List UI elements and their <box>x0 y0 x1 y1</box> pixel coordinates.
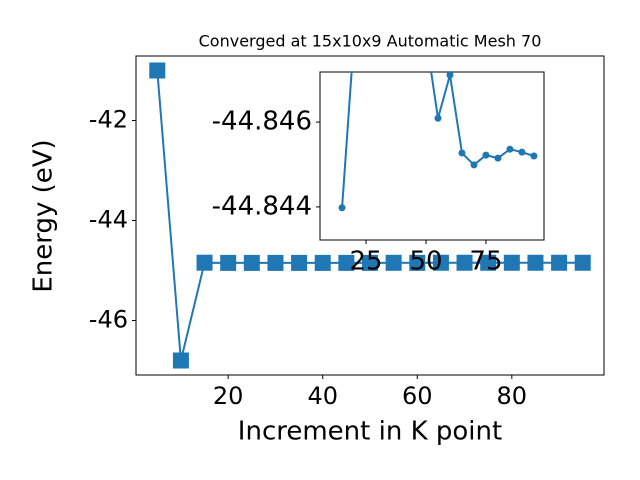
y-tick-label: -44.846 <box>212 107 312 137</box>
x-tick-label: 80 <box>497 382 528 410</box>
data-point <box>530 152 538 160</box>
data-point <box>432 254 449 271</box>
data-point <box>149 62 166 79</box>
x-tick-label: 40 <box>307 382 338 410</box>
data-point <box>456 254 473 271</box>
data-point <box>480 254 497 271</box>
data-point <box>574 254 591 271</box>
data-point <box>409 254 426 271</box>
data-point <box>338 254 355 271</box>
x-tick-label: 60 <box>402 382 433 410</box>
plot-area <box>149 62 591 369</box>
plot-area <box>338 72 538 212</box>
y-tick-label: -44.844 <box>212 191 312 221</box>
data-point <box>220 254 237 271</box>
data-point <box>458 149 466 157</box>
y-tick-label: -44 <box>89 206 128 234</box>
data-point <box>362 254 378 271</box>
x-tick-label: 25 <box>350 247 383 277</box>
plot-frame <box>319 71 545 241</box>
data-point <box>385 254 402 271</box>
x-tick-label: 50 <box>409 247 442 277</box>
data-point <box>551 254 568 271</box>
x-axis-label: Increment in K point <box>238 417 502 447</box>
data-point <box>482 151 490 159</box>
data-point <box>291 254 308 271</box>
data-point <box>172 352 189 369</box>
data-point <box>314 254 331 271</box>
data-point <box>494 154 502 162</box>
data-point <box>470 161 478 169</box>
data-point <box>267 254 284 271</box>
y-tick-label: -42 <box>89 106 128 134</box>
data-point <box>196 254 213 271</box>
chart-title: Converged at 15x10x9 Automatic Mesh 70 <box>199 32 542 51</box>
data-point <box>506 145 514 153</box>
y-axis-label: Energy (eV) <box>29 139 59 292</box>
data-point <box>503 254 520 271</box>
data-point <box>434 114 442 122</box>
data-point <box>338 204 346 212</box>
data-point <box>527 254 544 271</box>
data-point <box>446 72 454 79</box>
x-tick-label: 20 <box>213 382 244 410</box>
data-point <box>518 148 526 156</box>
x-tick-label: 75 <box>469 247 502 277</box>
data-point <box>243 254 260 271</box>
y-tick-label: -46 <box>89 306 128 334</box>
